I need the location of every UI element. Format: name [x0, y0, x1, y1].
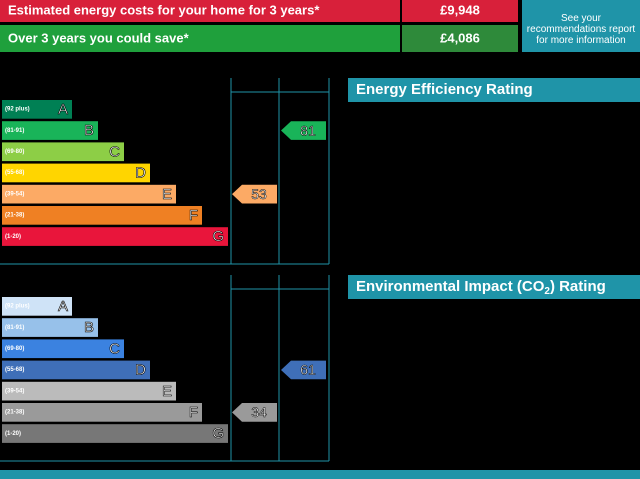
save-value-bg: [402, 25, 518, 52]
band-letter: D: [135, 362, 146, 379]
rating-header-bg: [348, 78, 640, 102]
band-letter: F: [189, 207, 198, 224]
band-letter: B: [84, 319, 94, 336]
rating-header: Environmental Impact (CO2) Rating: [356, 278, 606, 297]
rating-arrow: [281, 121, 326, 140]
band-bar: [2, 227, 228, 246]
cost-row-bg: [0, 0, 400, 22]
band-range: (55-68): [5, 367, 24, 373]
band-range: (81-91): [5, 325, 24, 331]
band-letter: B: [84, 122, 94, 139]
rating-value: 81: [300, 122, 316, 138]
rating-header-bg: [348, 275, 640, 299]
band-range: (92 plus): [5, 107, 30, 113]
band-bar: [2, 142, 124, 162]
rating-value: 53: [251, 186, 267, 202]
band-bar: [2, 163, 150, 183]
cost-label: Estimated energy costs for your home for…: [8, 2, 320, 17]
band-letter: F: [189, 404, 198, 421]
cost-value: £9,948: [440, 2, 480, 17]
note: See your recommendations report for more…: [526, 13, 636, 46]
band-bar: [2, 184, 176, 204]
band-range: (39-54): [5, 388, 24, 394]
band-bar: [2, 339, 124, 359]
band-letter: A: [58, 298, 68, 315]
header-text: Energy Efficiency Rating: [356, 81, 533, 98]
save-value: £4,086: [440, 30, 480, 45]
rating-arrow: [232, 184, 277, 204]
band-letter: E: [162, 383, 172, 400]
band-bar: [2, 381, 176, 401]
note-box: See your recommendations report for more…: [526, 13, 636, 46]
band-range: (69-80): [5, 149, 24, 155]
band-bar: [2, 424, 228, 443]
band-range: (21-38): [5, 410, 24, 416]
band-bar: [2, 121, 98, 140]
band-letter: G: [212, 425, 224, 442]
save-label: Over 3 years you could save*: [8, 30, 190, 45]
band-bar: [2, 100, 72, 119]
band-bar: [2, 206, 202, 225]
header-sub: 2: [544, 286, 550, 297]
rating-arrow: [281, 360, 326, 380]
band-range: (21-38): [5, 213, 24, 219]
band-range: (69-80): [5, 346, 24, 352]
band-letter: D: [135, 165, 146, 182]
band-bar: [2, 403, 202, 422]
band-range: (92 plus): [5, 304, 30, 310]
band-letter: C: [109, 143, 120, 160]
rating-value: 61: [300, 362, 316, 378]
header-text: Environmental Impact (CO: [356, 278, 545, 295]
band-letter: E: [162, 186, 172, 203]
save-row-bg: [0, 25, 400, 52]
band-letter: G: [212, 228, 224, 245]
band-range: (55-68): [5, 170, 24, 176]
rating-arrow: [232, 403, 277, 422]
band-range: (81-91): [5, 128, 24, 134]
band-bar: [2, 297, 72, 316]
rating-header: Energy Efficiency Rating: [356, 81, 533, 98]
rating-value: 34: [251, 404, 267, 420]
band-letter: C: [109, 340, 120, 357]
band-range: (1-20): [5, 234, 21, 240]
header-end: ) Rating: [550, 278, 606, 295]
band-range: (39-54): [5, 191, 24, 197]
note-bg: [522, 0, 640, 52]
band-range: (1-20): [5, 431, 21, 437]
footer-bar: [0, 470, 640, 479]
band-bar: [2, 360, 150, 380]
band-letter: A: [58, 101, 68, 118]
band-bar: [2, 318, 98, 337]
cost-value-bg: [402, 0, 518, 22]
